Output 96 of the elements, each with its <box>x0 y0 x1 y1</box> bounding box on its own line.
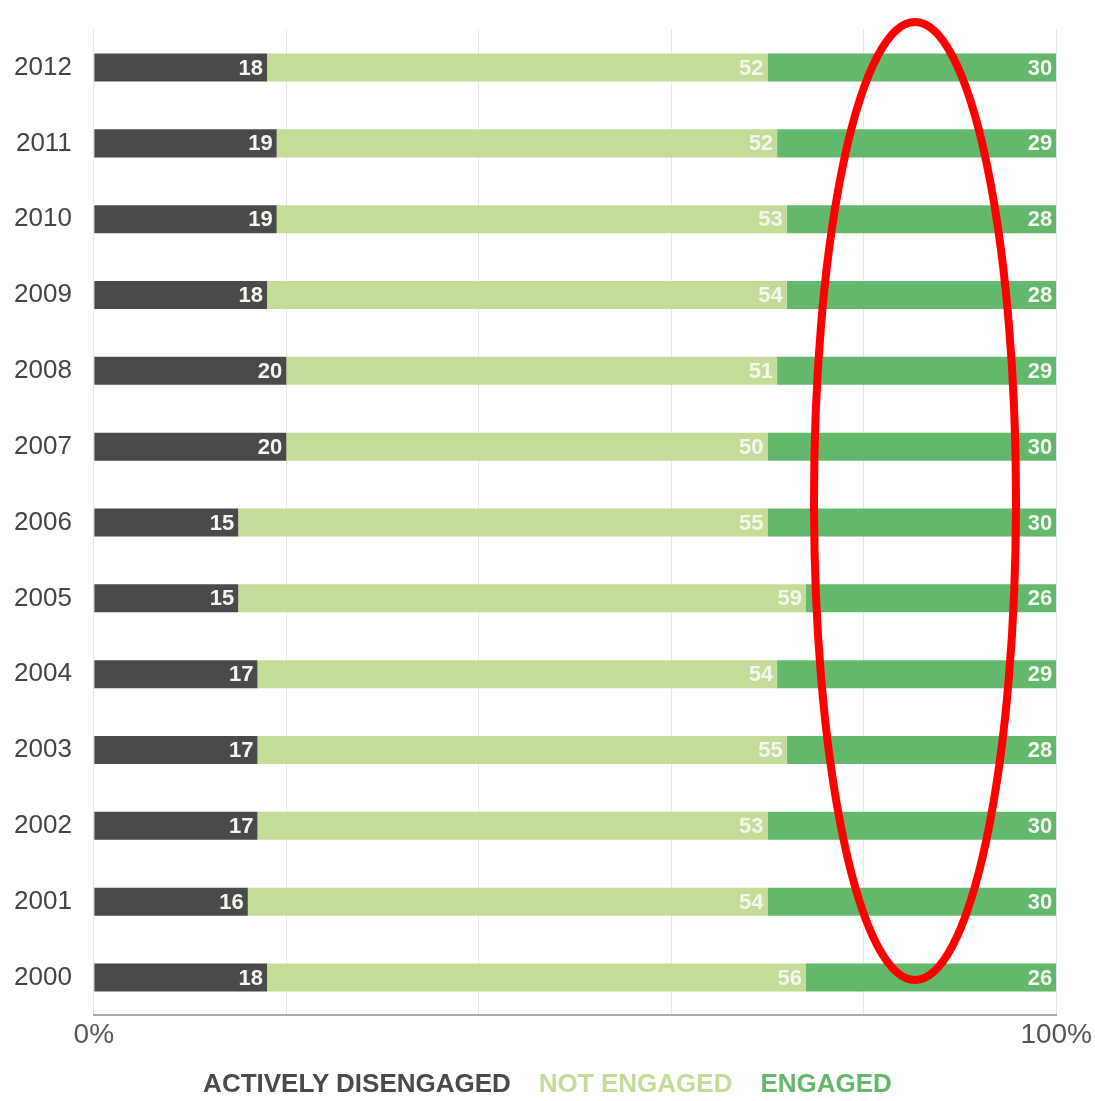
bar <box>257 735 787 765</box>
bar <box>267 280 787 310</box>
bar <box>257 811 768 840</box>
bar <box>805 584 1057 613</box>
bar <box>777 660 1057 689</box>
bar <box>267 963 806 992</box>
bar <box>805 963 1057 992</box>
bar <box>94 887 248 916</box>
bar <box>94 735 258 765</box>
data-label: 19 <box>248 130 273 156</box>
y-tick-label: 2007 <box>14 429 72 460</box>
bar <box>786 280 1057 310</box>
bar <box>94 432 287 461</box>
bar <box>238 584 806 613</box>
y-tick-label: 2002 <box>14 808 72 839</box>
bar <box>767 508 1057 537</box>
data-label: 54 <box>748 661 774 687</box>
bar <box>94 129 277 158</box>
bar <box>767 53 1057 82</box>
data-label: 50 <box>739 433 764 459</box>
bar <box>286 356 778 385</box>
y-tick-label: 2006 <box>14 505 72 536</box>
bar <box>267 53 768 82</box>
data-label: 52 <box>739 54 764 80</box>
bar <box>94 205 277 234</box>
bar <box>777 356 1057 385</box>
bar <box>94 963 268 992</box>
data-label: 17 <box>228 661 254 687</box>
bar <box>94 53 268 82</box>
text: NOT ENGAGED <box>538 1068 733 1099</box>
data-label: 18 <box>238 54 264 80</box>
data-label: 29 <box>1027 661 1053 687</box>
bar <box>94 508 239 537</box>
text: ENGAGED <box>760 1068 892 1099</box>
bar <box>767 432 1057 461</box>
data-label: 18 <box>238 964 264 990</box>
data-label: 54 <box>758 282 784 308</box>
data-label: 15 <box>209 585 235 611</box>
data-label: 18 <box>238 282 264 308</box>
y-tick-label: 2011 <box>15 126 72 157</box>
bar <box>247 887 768 916</box>
bar <box>767 811 1057 840</box>
data-label: 53 <box>739 812 764 838</box>
data-label: 53 <box>758 206 783 232</box>
bar <box>94 280 268 310</box>
data-label: 29 <box>1027 357 1053 383</box>
y-tick-label: 2009 <box>14 278 72 309</box>
bar <box>286 432 768 461</box>
data-label: 54 <box>739 888 765 914</box>
bar <box>238 508 768 537</box>
data-label: 20 <box>257 357 283 383</box>
data-label: 20 <box>257 433 283 459</box>
y-tick-label: 2001 <box>14 884 72 915</box>
y-tick-label: 2012 <box>14 50 72 81</box>
text: ACTIVELY DISENGAGED <box>203 1068 511 1099</box>
data-label: 28 <box>1027 282 1053 308</box>
data-label: 59 <box>777 585 802 611</box>
bar <box>94 356 287 385</box>
data-label: 17 <box>228 737 254 763</box>
data-label: 28 <box>1027 206 1053 232</box>
bar <box>257 660 778 689</box>
y-tick-label: 2003 <box>14 733 72 764</box>
data-label: 26 <box>1027 964 1053 990</box>
bar <box>767 887 1057 916</box>
data-label: 55 <box>739 509 764 535</box>
data-label: 16 <box>219 888 244 914</box>
bar <box>777 129 1057 158</box>
y-tick-label: 2010 <box>14 202 72 233</box>
data-label: 15 <box>209 509 235 535</box>
y-tick-label: 2008 <box>14 354 72 385</box>
data-label: 28 <box>1027 737 1053 763</box>
data-label: 52 <box>748 130 774 156</box>
data-label: 30 <box>1027 812 1053 838</box>
x-tick-label: 100% <box>1020 1017 1093 1049</box>
data-label: 30 <box>1027 509 1053 535</box>
bar <box>786 205 1057 234</box>
bar <box>276 129 778 158</box>
bar <box>94 811 258 840</box>
data-label: 51 <box>748 357 774 383</box>
bar <box>94 660 258 689</box>
data-label: 26 <box>1027 585 1053 611</box>
data-label: 55 <box>758 737 783 763</box>
data-label: 30 <box>1027 54 1053 80</box>
bar <box>276 205 787 234</box>
data-label: 56 <box>777 964 802 990</box>
y-tick-label: 2000 <box>14 960 72 991</box>
data-label: 30 <box>1027 433 1053 459</box>
y-tick-label: 2004 <box>14 657 72 688</box>
x-tick-label: 0% <box>73 1017 115 1049</box>
data-label: 29 <box>1027 130 1053 156</box>
data-label: 30 <box>1027 888 1053 914</box>
data-label: 19 <box>248 206 273 232</box>
bar <box>94 584 239 613</box>
data-label: 17 <box>228 812 254 838</box>
y-tick-label: 2005 <box>14 581 72 612</box>
bar <box>786 735 1057 765</box>
